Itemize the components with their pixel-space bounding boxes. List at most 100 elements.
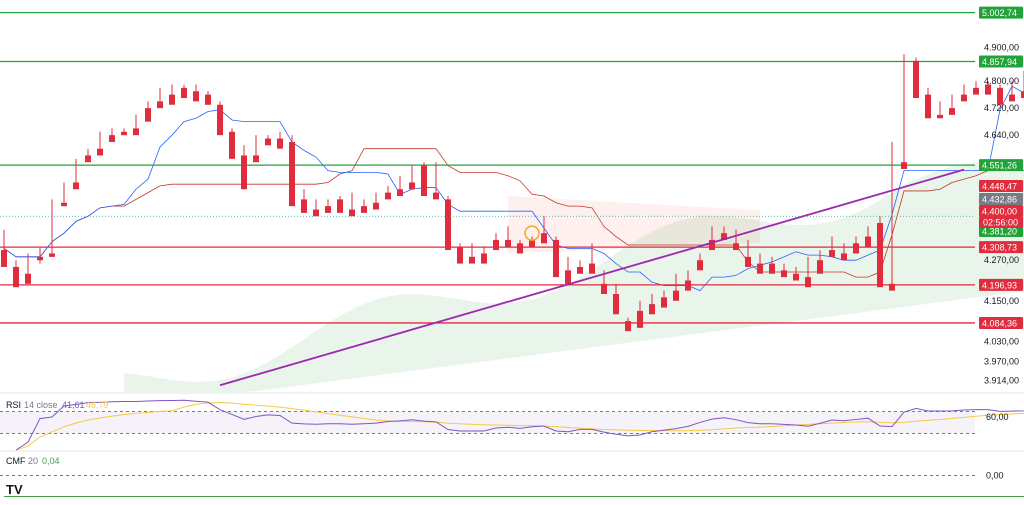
cmf-label: CMF bbox=[6, 456, 26, 466]
candle-body bbox=[433, 192, 439, 200]
candle-body bbox=[529, 239, 535, 247]
candle-body bbox=[661, 297, 667, 308]
candle-body bbox=[613, 294, 619, 315]
conversion-line bbox=[3, 85, 1024, 292]
level-label: 4.196,93 bbox=[982, 280, 1017, 290]
price-badge-label: 4.381,20 bbox=[982, 227, 1017, 237]
candle-body bbox=[757, 263, 763, 274]
candle-body bbox=[133, 128, 139, 136]
price-axis-tick: 4.150,00 bbox=[984, 296, 1019, 306]
trendline-line[interactable] bbox=[219, 168, 965, 387]
level-label: 4.308,73 bbox=[982, 243, 1017, 253]
candle-body bbox=[685, 280, 691, 291]
candle-body bbox=[853, 243, 859, 254]
tradingview-logo[interactable]: TV bbox=[6, 482, 23, 497]
candle-body bbox=[301, 199, 307, 213]
candle-body bbox=[949, 108, 955, 115]
candle-body bbox=[217, 104, 223, 136]
candle-body bbox=[829, 250, 835, 257]
candle-body bbox=[37, 256, 43, 261]
candle-body bbox=[553, 239, 559, 278]
candle-body bbox=[325, 206, 331, 213]
rsi-value: 41,61 bbox=[62, 400, 85, 410]
countdown-badge bbox=[979, 217, 1023, 228]
level-badge bbox=[979, 316, 1023, 329]
candle-body bbox=[637, 310, 643, 328]
candle-body bbox=[517, 243, 523, 254]
level-label: 4.084,36 bbox=[982, 318, 1017, 328]
candle-body bbox=[997, 87, 1003, 105]
level-badge bbox=[979, 278, 1023, 291]
rsi-signal-line bbox=[15, 402, 1024, 451]
level-badge bbox=[979, 241, 1023, 254]
candle-body bbox=[541, 233, 547, 244]
candle-body bbox=[697, 260, 703, 271]
candle-body bbox=[913, 60, 919, 98]
candle-body bbox=[973, 87, 979, 95]
price-axis-tick: 3.970,00 bbox=[984, 357, 1019, 367]
candle-body bbox=[577, 266, 583, 274]
candle-body bbox=[733, 243, 739, 251]
candle-body bbox=[337, 199, 343, 213]
ichimoku-cloud bbox=[124, 162, 1024, 392]
candle-body bbox=[817, 260, 823, 274]
candle-body bbox=[397, 189, 403, 196]
candle-body bbox=[13, 266, 19, 288]
candle-body bbox=[865, 236, 871, 247]
candle-body bbox=[349, 209, 355, 217]
price-badge bbox=[979, 205, 1023, 217]
price-axis-tick: 4.030,00 bbox=[984, 336, 1019, 346]
candle-body bbox=[169, 94, 175, 105]
candle-body bbox=[109, 135, 115, 142]
candle-body bbox=[181, 87, 187, 98]
candle-body bbox=[721, 233, 727, 240]
candle-body bbox=[589, 263, 595, 274]
candle-body bbox=[385, 192, 391, 200]
candle-body bbox=[205, 94, 211, 105]
candle-body bbox=[745, 256, 751, 267]
support-resistance-levels: 5.002,74 4.857,94 4.551,26 4.308,73 4.196,93… bbox=[0, 6, 1023, 329]
cmf-value: 0,04 bbox=[42, 456, 60, 466]
candle-body bbox=[937, 114, 943, 119]
candle-body bbox=[901, 162, 907, 169]
candle-body bbox=[277, 138, 283, 149]
candle-body bbox=[145, 108, 151, 122]
rsi-pane: RSI 14 close 41,61 46,79 60,00 bbox=[0, 399, 1024, 451]
candle-body bbox=[241, 155, 247, 190]
countdown-label: 02:56:00 bbox=[983, 218, 1018, 228]
cloud-region-green bbox=[124, 162, 1024, 392]
candle-body bbox=[313, 209, 319, 217]
rsi-axis-tick: 60,00 bbox=[986, 412, 1009, 422]
price-badge bbox=[979, 180, 1023, 192]
price-axis-tick: 3.914,00 bbox=[984, 376, 1019, 386]
rsi-line bbox=[15, 399, 1024, 451]
candle-body bbox=[445, 199, 451, 251]
candle-body bbox=[961, 94, 967, 102]
price-pane: 5.002,74 4.857,94 4.551,26 4.308,73 4.196,93… bbox=[0, 6, 1024, 392]
candle-body bbox=[889, 283, 895, 291]
candle-body bbox=[481, 253, 487, 264]
candle-body bbox=[85, 155, 91, 163]
cmf-params: 20 bbox=[28, 456, 38, 466]
candle-body bbox=[421, 165, 427, 196]
cmf-pane: CMF 20 0,04 0,00 bbox=[0, 456, 1024, 497]
candle-body bbox=[601, 283, 607, 294]
candle-body bbox=[1009, 94, 1015, 102]
cloud-region-red bbox=[508, 196, 760, 254]
candle-body bbox=[793, 273, 799, 281]
level-label: 4.857,94 bbox=[982, 57, 1017, 67]
candle-body bbox=[121, 131, 127, 136]
candle-body bbox=[49, 253, 55, 257]
candle-body bbox=[25, 273, 31, 284]
candle-body bbox=[769, 263, 775, 274]
candle-body bbox=[265, 138, 271, 146]
candle-body bbox=[493, 239, 499, 251]
candle-body bbox=[877, 223, 883, 288]
price-badge-label: 4.400,00 bbox=[982, 207, 1017, 217]
candle-body bbox=[841, 253, 847, 261]
candle-body bbox=[469, 256, 475, 264]
level-badge bbox=[979, 6, 1023, 19]
